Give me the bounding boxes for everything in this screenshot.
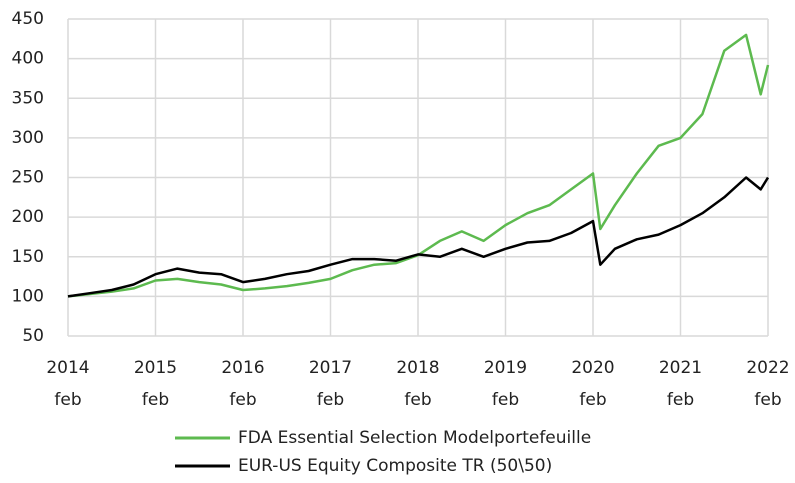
series-line xyxy=(67,33,770,298)
y-tick-label: 50 xyxy=(22,326,44,346)
y-tick-label: 400 xyxy=(12,49,44,69)
y-tick-label: 150 xyxy=(12,247,44,267)
x-tick-label-line: feb xyxy=(229,390,256,410)
x-tick-label: 2017 feb xyxy=(309,358,352,410)
x-tick-label-line: feb xyxy=(404,390,431,410)
x-tick-label-line: feb xyxy=(579,390,606,410)
x-tick-label: 2015 feb xyxy=(134,358,177,410)
x-tick-label-line: 2016 xyxy=(221,358,264,378)
x-tick-label: 2021 feb xyxy=(659,358,702,410)
y-tick-label: 200 xyxy=(12,207,44,227)
y-tick-label: 450 xyxy=(12,9,44,29)
x-tick-label-line: 2017 xyxy=(309,358,352,378)
x-tick-label-line: 2019 xyxy=(484,358,527,378)
y-tick-label: 350 xyxy=(12,88,44,108)
x-tick-label: 2018 feb xyxy=(396,358,439,410)
x-tick-label-line: 2018 xyxy=(396,358,439,378)
x-tick-label: 2014 feb xyxy=(46,358,89,410)
x-tick-label-line: feb xyxy=(142,390,169,410)
x-tick-label-line: 2021 xyxy=(659,358,702,378)
x-tick-label-line: 2022 xyxy=(746,358,789,378)
x-tick-label: 2020 feb xyxy=(571,358,614,410)
x-tick-label-line: feb xyxy=(667,390,694,410)
x-tick-label-line: feb xyxy=(754,390,781,410)
x-tick-label-line: 2020 xyxy=(571,358,614,378)
legend-label: EUR-US Equity Composite TR (50\50) xyxy=(238,456,552,476)
x-tick-label-line: 2014 xyxy=(46,358,89,378)
series-line xyxy=(67,176,770,298)
x-tick-label-line: 2015 xyxy=(134,358,177,378)
x-tick-label-line: feb xyxy=(492,390,519,410)
y-tick-label: 300 xyxy=(12,128,44,148)
y-tick-label: 250 xyxy=(12,168,44,188)
x-tick-label-line: feb xyxy=(54,390,81,410)
x-tick-label: 2022 feb xyxy=(746,358,789,410)
legend-label: FDA Essential Selection Modelportefeuill… xyxy=(238,428,591,448)
y-tick-label: 100 xyxy=(12,286,44,306)
x-tick-label: 2016 feb xyxy=(221,358,264,410)
x-tick-label-line: feb xyxy=(317,390,344,410)
x-tick-label: 2019 feb xyxy=(484,358,527,410)
